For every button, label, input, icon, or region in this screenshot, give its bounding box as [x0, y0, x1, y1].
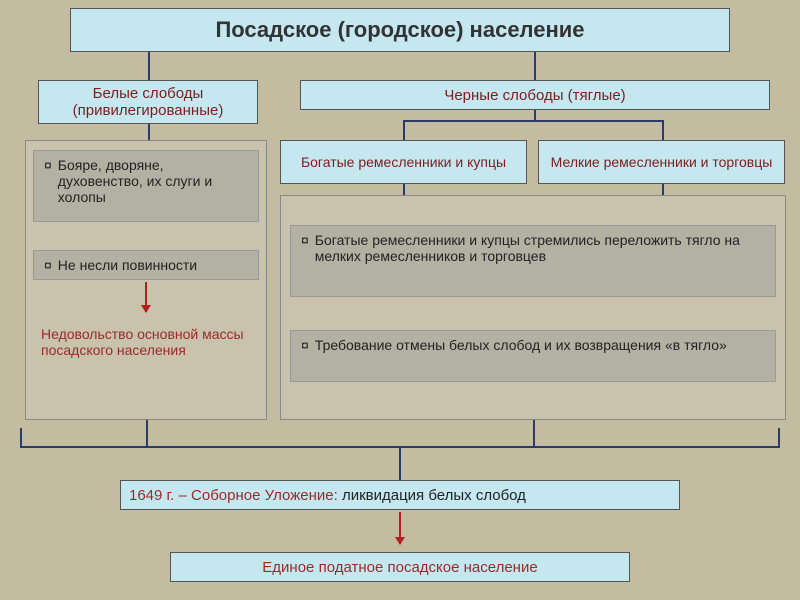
- bullet-icon: ¤: [44, 157, 52, 173]
- conn: [403, 120, 405, 140]
- ulozhenie-rest: ликвидация белых слобод: [338, 487, 526, 504]
- conn: [20, 428, 22, 446]
- black-item-2-text: Требование отмены белых слобод и их возв…: [315, 337, 727, 353]
- title-text: Посадское (городское) население: [215, 17, 584, 43]
- cat-white: Белые слободы (привилегированные): [38, 80, 258, 124]
- white-conclusion: Недовольство основной массы посадского н…: [33, 320, 259, 364]
- conn: [662, 120, 664, 140]
- bullet-icon: ¤: [301, 232, 309, 248]
- white-item-1-text: Бояре, дворяне, духовенство, их слуги и …: [58, 157, 248, 205]
- final-box: Единое податное посадское население: [170, 552, 630, 582]
- arrow-down-icon: [145, 282, 147, 312]
- ulozhenie-box: 1649 г. – Соборное Уложение: ликвидация …: [120, 480, 680, 510]
- subcat-rich-label: Богатые ремесленники и купцы: [301, 154, 506, 170]
- conn: [533, 420, 535, 446]
- conn: [399, 446, 401, 480]
- conn: [403, 120, 664, 122]
- conn: [146, 420, 148, 446]
- subcat-small: Мелкие ремесленники и торговцы: [538, 140, 785, 184]
- conn: [403, 184, 405, 195]
- conn: [662, 184, 664, 195]
- subcat-rich: Богатые ремесленники и купцы: [280, 140, 527, 184]
- black-item-2: ¤ Требование отмены белых слобод и их во…: [290, 330, 776, 382]
- white-conclusion-text: Недовольство основной массы посадского н…: [41, 326, 244, 358]
- black-item-1-text: Богатые ремесленники и купцы стремились …: [315, 232, 765, 264]
- bullet-icon: ¤: [301, 337, 309, 353]
- subcat-small-label: Мелкие ремесленники и торговцы: [551, 154, 773, 170]
- cat-black-label: Черные слободы (тяглые): [444, 87, 625, 104]
- conn: [534, 110, 536, 120]
- conn: [148, 52, 150, 80]
- white-item-2: ¤ Не несли повинности: [33, 250, 259, 280]
- final-text: Единое податное посадское население: [262, 559, 537, 576]
- title-box: Посадское (городское) население: [70, 8, 730, 52]
- conn: [148, 124, 150, 140]
- conn: [778, 428, 780, 446]
- white-item-1: ¤ Бояре, дворяне, духовенство, их слуги …: [33, 150, 259, 222]
- black-item-1: ¤ Богатые ремесленники и купцы стремилис…: [290, 225, 776, 297]
- arrow-down-icon: [399, 512, 401, 544]
- ulozhenie-year: 1649 г. – Соборное Уложение:: [129, 487, 338, 504]
- conn: [534, 52, 536, 80]
- white-item-2-text: Не несли повинности: [58, 257, 197, 273]
- cat-white-label: Белые слободы (привилегированные): [47, 85, 249, 119]
- cat-black: Черные слободы (тяглые): [300, 80, 770, 110]
- bullet-icon: ¤: [44, 257, 52, 273]
